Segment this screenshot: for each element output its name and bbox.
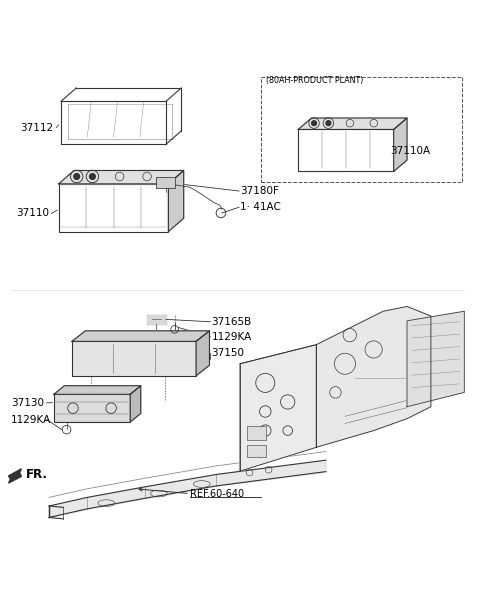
Polygon shape bbox=[316, 306, 431, 447]
Polygon shape bbox=[407, 311, 464, 406]
Bar bbox=[72, 341, 196, 376]
Circle shape bbox=[90, 173, 96, 180]
Bar bbox=[54, 394, 130, 422]
Bar bbox=[247, 426, 266, 440]
Polygon shape bbox=[59, 170, 184, 184]
Text: 37180F: 37180F bbox=[240, 186, 279, 196]
Text: REF.60-640: REF.60-640 bbox=[190, 489, 244, 498]
Polygon shape bbox=[147, 315, 166, 324]
Polygon shape bbox=[240, 345, 316, 471]
Polygon shape bbox=[54, 386, 141, 394]
Polygon shape bbox=[196, 331, 209, 376]
Bar bbox=[262, 77, 462, 183]
Circle shape bbox=[326, 121, 331, 126]
Text: 37110A: 37110A bbox=[390, 146, 431, 156]
Polygon shape bbox=[72, 331, 209, 341]
Polygon shape bbox=[130, 386, 141, 422]
Bar bbox=[247, 445, 266, 457]
Text: (80AH-PRODUCT PLANT): (80AH-PRODUCT PLANT) bbox=[266, 76, 364, 85]
Circle shape bbox=[312, 121, 316, 126]
Text: 37112: 37112 bbox=[21, 123, 54, 132]
Text: 1129KA: 1129KA bbox=[211, 332, 252, 341]
Bar bbox=[156, 177, 175, 188]
Polygon shape bbox=[298, 118, 407, 129]
Text: 1· 41AC: 1· 41AC bbox=[240, 202, 281, 212]
Text: 37150: 37150 bbox=[211, 348, 244, 358]
Polygon shape bbox=[168, 170, 184, 232]
Text: 37165B: 37165B bbox=[211, 317, 252, 327]
Text: 37130: 37130 bbox=[11, 398, 44, 408]
Text: 1129KA: 1129KA bbox=[11, 414, 51, 425]
Circle shape bbox=[74, 173, 80, 180]
Text: 37110: 37110 bbox=[16, 208, 48, 218]
Polygon shape bbox=[394, 118, 407, 172]
Polygon shape bbox=[9, 469, 22, 483]
Bar bbox=[59, 184, 168, 232]
Bar bbox=[298, 129, 394, 172]
Text: FR.: FR. bbox=[26, 468, 48, 481]
